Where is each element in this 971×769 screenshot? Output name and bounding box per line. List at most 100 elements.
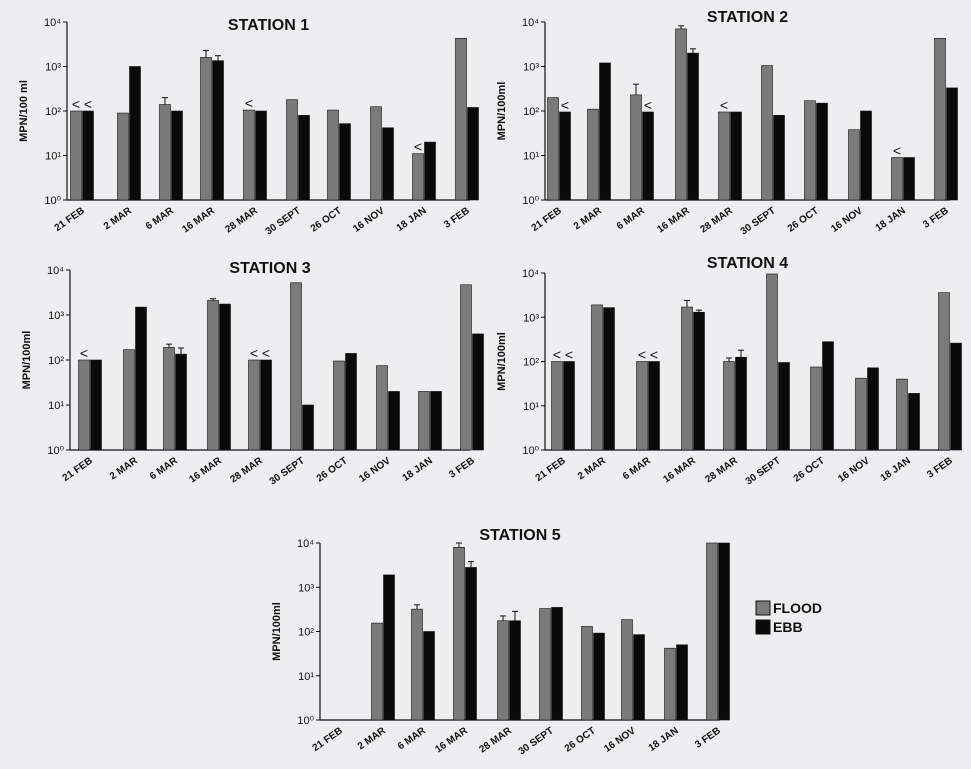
ebb-bar <box>676 644 688 721</box>
flood-bar <box>934 38 946 201</box>
category-label: 16 MAR <box>433 725 470 755</box>
flood-bar <box>117 112 129 201</box>
less-than-marker: < <box>650 347 658 363</box>
category-label: 26 OCT <box>792 455 827 484</box>
ebb-bar <box>633 634 645 721</box>
flood-bar <box>418 391 430 451</box>
ebb-bar <box>903 157 915 201</box>
ebb-bar <box>642 111 654 201</box>
category-label: 16 MAR <box>661 455 698 485</box>
flood-bar <box>636 361 648 451</box>
y-tick-label: 10¹ <box>45 151 61 163</box>
chart-title: STATION 1 <box>228 17 309 34</box>
y-tick-label: 10⁴ <box>522 17 539 29</box>
station-chart: STATION 3 MPN/100ml 10⁰ 10¹ 10² 10³ 10⁴ 21 FEB 2… <box>21 260 484 487</box>
y-tick-label: 10⁰ <box>44 195 61 207</box>
flood-bar <box>70 110 82 201</box>
ebb-bar <box>465 567 477 721</box>
y-tick-label: 10³ <box>45 62 61 74</box>
ebb-bar <box>472 333 484 451</box>
flood-bar <box>938 292 950 451</box>
chart-panels: STATION 1 MPN/100 ml 10⁰ 10¹ 10² 10³ 10⁴ 21 FEB… <box>18 9 962 757</box>
category-label: 3 FEB <box>921 205 951 230</box>
flood-bar <box>200 57 212 201</box>
ebb-bar <box>593 632 605 721</box>
category-label: 16 NOV <box>357 455 393 485</box>
station-chart: STATION 4 MPN/100ml 10⁰ 10¹ 10² 10³ 10⁴ 21 FEB 2… <box>496 255 962 487</box>
flood-bar <box>591 304 603 451</box>
less-than-marker: < <box>245 95 253 111</box>
ebb-bar <box>908 393 920 451</box>
less-than-marker: < <box>72 96 80 112</box>
ebb-bar <box>648 361 660 451</box>
ebb-bar <box>950 342 962 451</box>
y-tick-label: 10⁴ <box>522 268 539 280</box>
ebb-bar <box>467 107 479 201</box>
ebb-bar <box>867 367 879 451</box>
category-label: 18 JAN <box>401 455 435 483</box>
flood-bar <box>248 359 260 451</box>
y-tick-label: 10⁴ <box>44 17 61 29</box>
category-label: 3 FEB <box>693 725 723 750</box>
ebb-bar <box>730 111 742 201</box>
chart-title: STATION 4 <box>707 255 788 272</box>
category-label: 6 MAR <box>144 205 176 232</box>
ebb-bar <box>175 353 187 451</box>
ebb-bar <box>509 620 521 721</box>
less-than-marker: < <box>561 97 569 113</box>
y-axis-label: MPN/100ml <box>271 602 283 661</box>
category-label: 30 SEPT <box>739 205 778 237</box>
y-tick-label: 10¹ <box>48 400 64 412</box>
ebb-bar <box>778 362 790 451</box>
legend: FLOOD EBB <box>755 600 822 635</box>
flood-bar <box>455 38 467 201</box>
category-label: 6 MAR <box>396 725 428 752</box>
category-label: 3 FEB <box>442 205 472 230</box>
ebb-bar <box>260 359 272 451</box>
flood-bar <box>723 361 735 451</box>
ebb-bar <box>382 127 394 201</box>
ebb-bar <box>603 307 615 451</box>
ebb-bar <box>946 87 958 201</box>
category-label: 30 SEPT <box>264 205 303 237</box>
flood-bar <box>327 109 339 201</box>
y-axis-label: MPN/100 ml <box>18 80 30 142</box>
ebb-bar <box>345 353 357 451</box>
category-label: 21 FEB <box>534 455 568 483</box>
less-than-marker: < <box>414 139 422 155</box>
y-tick-label: 10² <box>523 357 539 369</box>
legend-swatch-ebb <box>755 619 771 635</box>
flood-bar <box>891 157 903 201</box>
flood-bar <box>163 347 175 451</box>
y-axis-label: MPN/100ml <box>21 331 33 390</box>
category-label: 30 SEPT <box>517 725 556 757</box>
ebb-bar <box>599 62 611 201</box>
flood-bar <box>675 28 687 201</box>
flood-bar <box>621 619 633 721</box>
category-label: 28 MAR <box>223 205 260 235</box>
y-tick-label: 10³ <box>523 312 539 324</box>
flood-bar <box>848 129 860 201</box>
ebb-bar <box>687 52 699 201</box>
y-axis-label: MPN/100ml <box>496 332 508 391</box>
flood-bar <box>718 111 730 201</box>
ebb-bar <box>302 404 314 451</box>
ebb-bar <box>822 341 834 451</box>
flood-bar <box>551 361 563 451</box>
ebb-bar <box>551 607 563 721</box>
category-label: 6 MAR <box>615 205 647 232</box>
category-label: 2 MAR <box>102 205 134 232</box>
less-than-marker: < <box>80 345 88 361</box>
category-label: 26 OCT <box>786 205 821 234</box>
category-label: 6 MAR <box>621 455 653 482</box>
category-label: 3 FEB <box>447 455 477 480</box>
category-label: 28 MAR <box>703 455 740 485</box>
category-label: 30 SEPT <box>744 455 783 487</box>
less-than-marker: < <box>644 97 652 113</box>
category-label: 21 FEB <box>311 725 345 753</box>
y-tick-label: 10⁰ <box>47 445 64 457</box>
flood-bar <box>371 622 383 721</box>
category-label: 18 JAN <box>879 455 913 483</box>
chart-title: STATION 5 <box>479 527 560 544</box>
category-label: 18 JAN <box>874 205 908 233</box>
